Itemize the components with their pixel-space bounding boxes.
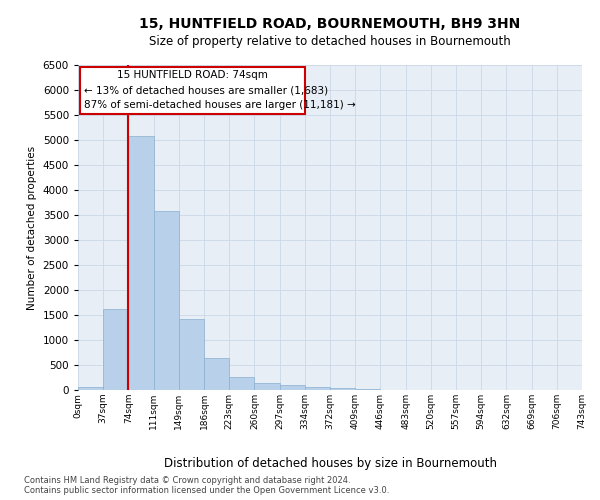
Text: 87% of semi-detached houses are larger (11,181) →: 87% of semi-detached houses are larger (… bbox=[84, 100, 356, 110]
Bar bbox=[355, 389, 380, 390]
Text: Distribution of detached houses by size in Bournemouth: Distribution of detached houses by size … bbox=[163, 458, 497, 470]
Bar bbox=[330, 388, 355, 390]
Bar bbox=[128, 136, 154, 390]
Y-axis label: Number of detached properties: Number of detached properties bbox=[27, 146, 37, 310]
Text: Size of property relative to detached houses in Bournemouth: Size of property relative to detached ho… bbox=[149, 35, 511, 48]
Bar bbox=[280, 385, 305, 390]
Bar bbox=[204, 358, 229, 390]
Bar bbox=[179, 319, 204, 390]
Bar bbox=[78, 387, 103, 390]
FancyBboxPatch shape bbox=[80, 67, 305, 114]
Bar bbox=[305, 387, 330, 390]
Bar bbox=[103, 308, 128, 390]
Text: ← 13% of detached houses are smaller (1,683): ← 13% of detached houses are smaller (1,… bbox=[84, 85, 328, 95]
Text: 15 HUNTFIELD ROAD: 74sqm: 15 HUNTFIELD ROAD: 74sqm bbox=[117, 70, 268, 81]
Text: Contains HM Land Registry data © Crown copyright and database right 2024.: Contains HM Land Registry data © Crown c… bbox=[24, 476, 350, 485]
Bar bbox=[229, 376, 254, 390]
Text: 15, HUNTFIELD ROAD, BOURNEMOUTH, BH9 3HN: 15, HUNTFIELD ROAD, BOURNEMOUTH, BH9 3HN bbox=[139, 18, 521, 32]
Bar bbox=[254, 383, 280, 390]
Text: Contains public sector information licensed under the Open Government Licence v3: Contains public sector information licen… bbox=[24, 486, 389, 495]
Bar bbox=[154, 211, 179, 390]
